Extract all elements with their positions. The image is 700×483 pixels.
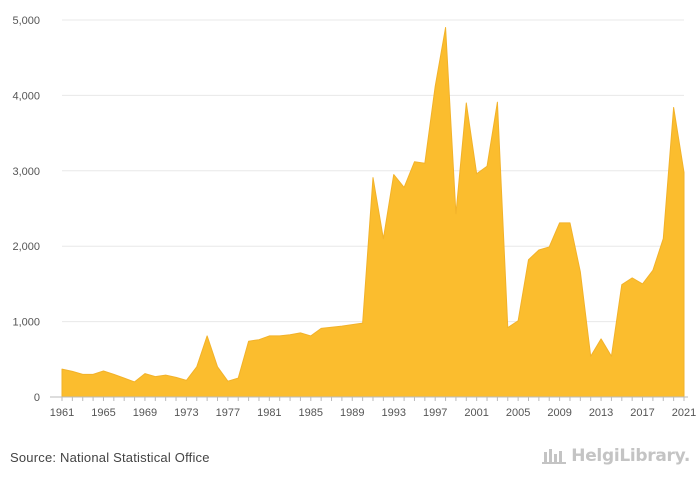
data-point[interactable] [111,372,116,377]
data-point[interactable] [567,220,572,225]
source-note: Source: National Statistical Office [10,450,210,465]
data-point[interactable] [132,379,137,384]
data-point[interactable] [474,171,479,176]
x-tick-label: 2001 [464,407,488,419]
data-point[interactable] [308,333,313,338]
x-tick-label: 2013 [589,407,613,419]
data-point[interactable] [225,379,230,384]
data-point[interactable] [256,337,261,342]
data-point[interactable] [277,333,282,338]
data-point[interactable] [101,368,106,373]
x-tick-label: 1961 [50,407,74,419]
x-tick-label: 1973 [174,407,198,419]
data-point[interactable] [267,333,272,338]
data-point[interactable] [609,354,614,359]
y-axis-labels: 0 1,000 2,000 3,000 4,000 5,000 [12,15,40,404]
data-point[interactable] [671,105,676,110]
data-point[interactable] [184,378,189,383]
data-point[interactable] [578,269,583,274]
data-point[interactable] [205,333,210,338]
x-tick-label: 1969 [133,407,157,419]
x-tick-label: 2009 [547,407,571,419]
data-point[interactable] [360,321,365,326]
data-point[interactable] [319,326,324,331]
data-point[interactable] [661,236,666,241]
data-point[interactable] [163,373,168,378]
data-point[interactable] [194,364,199,369]
data-point[interactable] [630,275,635,280]
data-point[interactable] [153,374,158,379]
x-tick-label: 1965 [91,407,115,419]
data-point[interactable] [619,282,624,287]
data-point[interactable] [174,375,179,380]
brand-name: HelgiLibrary. [571,446,690,466]
x-tick-label: 1997 [423,407,447,419]
data-point[interactable] [215,364,220,369]
data-point[interactable] [298,330,303,335]
data-point[interactable] [588,354,593,359]
data-point[interactable] [288,332,293,337]
data-point[interactable] [433,84,438,89]
data-point[interactable] [70,369,75,374]
data-point[interactable] [536,247,541,252]
data-point[interactable] [371,175,376,180]
y-tick-label: 5,000 [12,15,40,27]
y-tick-label: 0 [34,392,40,404]
data-point[interactable] [443,25,448,30]
data-point[interactable] [422,161,427,166]
data-point[interactable] [80,372,85,377]
data-point[interactable] [91,372,96,377]
data-point[interactable] [142,371,147,376]
x-tick-label: 2021 [672,407,696,419]
y-tick-label: 2,000 [12,241,40,253]
data-point[interactable] [60,367,65,372]
data-point[interactable] [650,268,655,273]
x-tick-label: 1981 [257,407,281,419]
data-point[interactable] [350,322,355,327]
data-point[interactable] [412,159,417,164]
y-tick-label: 4,000 [12,90,40,102]
data-point[interactable] [682,170,687,175]
data-point[interactable] [599,336,604,341]
x-axis [50,396,688,401]
y-tick-label: 1,000 [12,317,40,329]
area-fill [61,27,685,398]
x-tick-label: 1993 [381,407,405,419]
data-point[interactable] [547,244,552,249]
data-point[interactable] [526,257,531,262]
x-tick-label: 2005 [506,407,530,419]
data-point[interactable] [391,172,396,177]
y-tick-label: 3,000 [12,166,40,178]
data-point[interactable] [516,318,521,323]
brand-logo[interactable]: HelgiLibrary. [542,446,690,466]
data-point[interactable] [246,339,251,344]
data-point[interactable] [381,236,386,241]
data-point[interactable] [557,220,562,225]
x-tick-label: 1989 [340,407,364,419]
x-tick-label: 1977 [216,407,240,419]
data-point[interactable] [640,281,645,286]
x-tick-label: 1985 [299,407,323,419]
library-building-icon [542,449,567,464]
x-tick-label: 2017 [630,407,654,419]
data-point[interactable] [495,100,500,105]
data-point[interactable] [329,325,334,330]
area-series [60,25,687,398]
data-point[interactable] [402,185,407,190]
x-axis-labels: 1961 1965 1969 1973 1977 1981 1985 1989 1993 1997… [50,407,696,419]
data-point[interactable] [339,324,344,329]
data-point[interactable] [122,376,127,381]
data-point[interactable] [236,376,241,381]
data-point[interactable] [505,325,510,330]
data-point[interactable] [485,164,490,169]
data-point[interactable] [453,211,458,216]
data-point[interactable] [464,100,469,105]
